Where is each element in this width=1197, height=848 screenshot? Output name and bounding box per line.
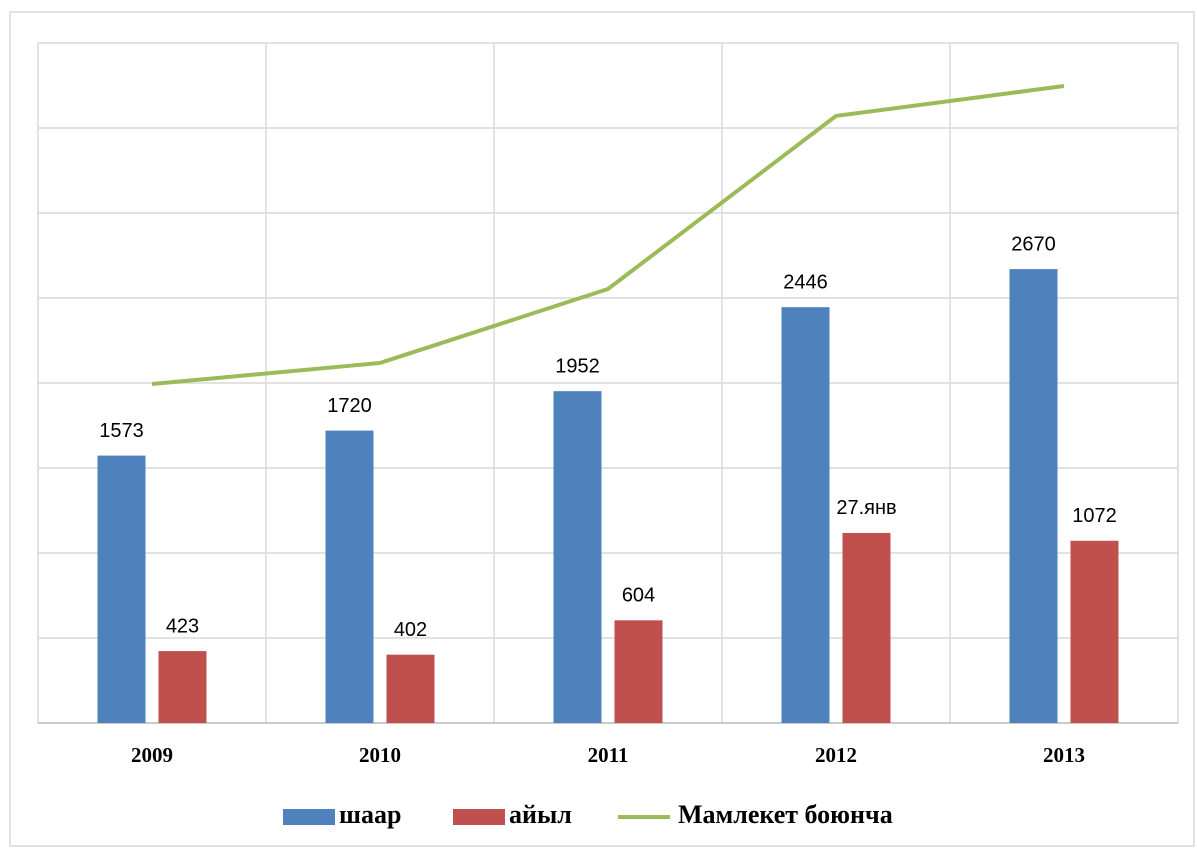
bar — [386, 654, 435, 723]
bar — [97, 455, 146, 723]
bar — [325, 430, 374, 723]
bar — [842, 532, 891, 723]
bar — [553, 391, 602, 723]
x-tick-label: 2010 — [359, 743, 401, 767]
bar — [1009, 269, 1058, 723]
data-label: 604 — [622, 585, 655, 607]
x-tick-label: 2011 — [588, 743, 629, 767]
data-label: 2670 — [1011, 233, 1056, 255]
data-label: 402 — [394, 619, 427, 641]
chart-frame — [9, 11, 1195, 847]
x-tick-label: 2012 — [815, 743, 857, 767]
x-tick-label: 2009 — [131, 743, 173, 767]
line — [151, 84, 1065, 387]
data-label: 1573 — [99, 420, 144, 442]
data-label: 1720 — [327, 395, 372, 417]
legend-label: Мамлекет боюнча — [678, 800, 893, 829]
data-label: 1952 — [555, 355, 600, 377]
x-tick-label: 2013 — [1043, 743, 1085, 767]
legend-label: айыл — [509, 800, 572, 829]
bar — [158, 651, 207, 723]
legend-swatch — [453, 809, 505, 825]
bar — [781, 307, 830, 723]
data-label: 1072 — [1072, 505, 1117, 527]
legend-label: шаар — [339, 800, 401, 829]
data-label: 27.янв — [836, 497, 896, 519]
data-label: 423 — [166, 615, 199, 637]
bar — [1070, 540, 1119, 723]
data-label: 2446 — [783, 271, 828, 293]
legend-swatch — [283, 809, 335, 825]
bar — [614, 620, 663, 723]
